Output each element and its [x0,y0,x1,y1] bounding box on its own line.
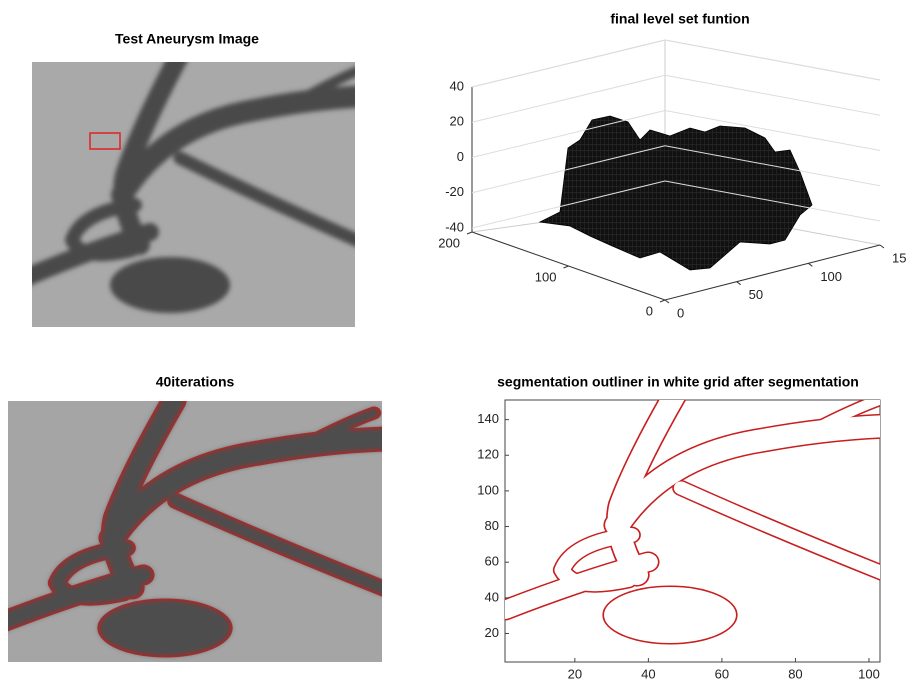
x-tick [808,263,812,266]
grid-line [472,40,665,87]
z-tick-label: -20 [445,184,464,199]
y-tick-label: 0 [646,303,653,318]
x-tick-label: 80 [788,666,802,681]
y-tick-label: 40 [485,589,499,604]
panel-title: Test Aneurysm Image [115,31,259,47]
y-tick-label: 60 [485,554,499,569]
x-tick-label: 0 [677,305,684,320]
grid-line [665,75,880,115]
figure: Test Aneurysm Image final level set funti… [0,0,907,681]
y-tick [564,266,569,268]
z-tick-label: 20 [450,114,464,129]
y-tick [467,232,472,234]
panel-title: 40iterations [156,374,235,390]
x-tick-label: 20 [568,666,582,681]
x-tick-label: 40 [641,666,655,681]
grid-line [472,75,665,122]
x-tick-label: 60 [715,666,729,681]
x-tick [665,300,669,303]
y-tick-label: 120 [477,447,499,462]
grid-line [665,40,880,80]
x-tick [737,282,741,285]
y-tick-label: 100 [477,482,499,497]
x-tick-label: 150 [892,250,907,265]
y-tick-label: 80 [485,518,499,533]
y-tick-label: 100 [535,269,557,284]
panel-title: final level set funtion [610,11,749,27]
y-tick-label: 200 [438,235,460,250]
x-tick-label: 100 [858,666,880,681]
x-tick-label: 100 [820,269,842,284]
test-image [20,58,370,327]
surface [540,116,812,270]
z-tick-label: 40 [450,78,464,93]
iterations-image [0,401,385,662]
z-tick-label: -40 [445,219,464,234]
y-tick-label: 20 [485,625,499,640]
z-tick-label: 0 [457,149,464,164]
x-tick-label: 50 [749,287,763,302]
x-tick [880,245,884,248]
y-tick [660,300,665,302]
y-tick-label: 140 [477,411,499,426]
panel-title: segmentation outliner in white grid afte… [497,374,859,390]
